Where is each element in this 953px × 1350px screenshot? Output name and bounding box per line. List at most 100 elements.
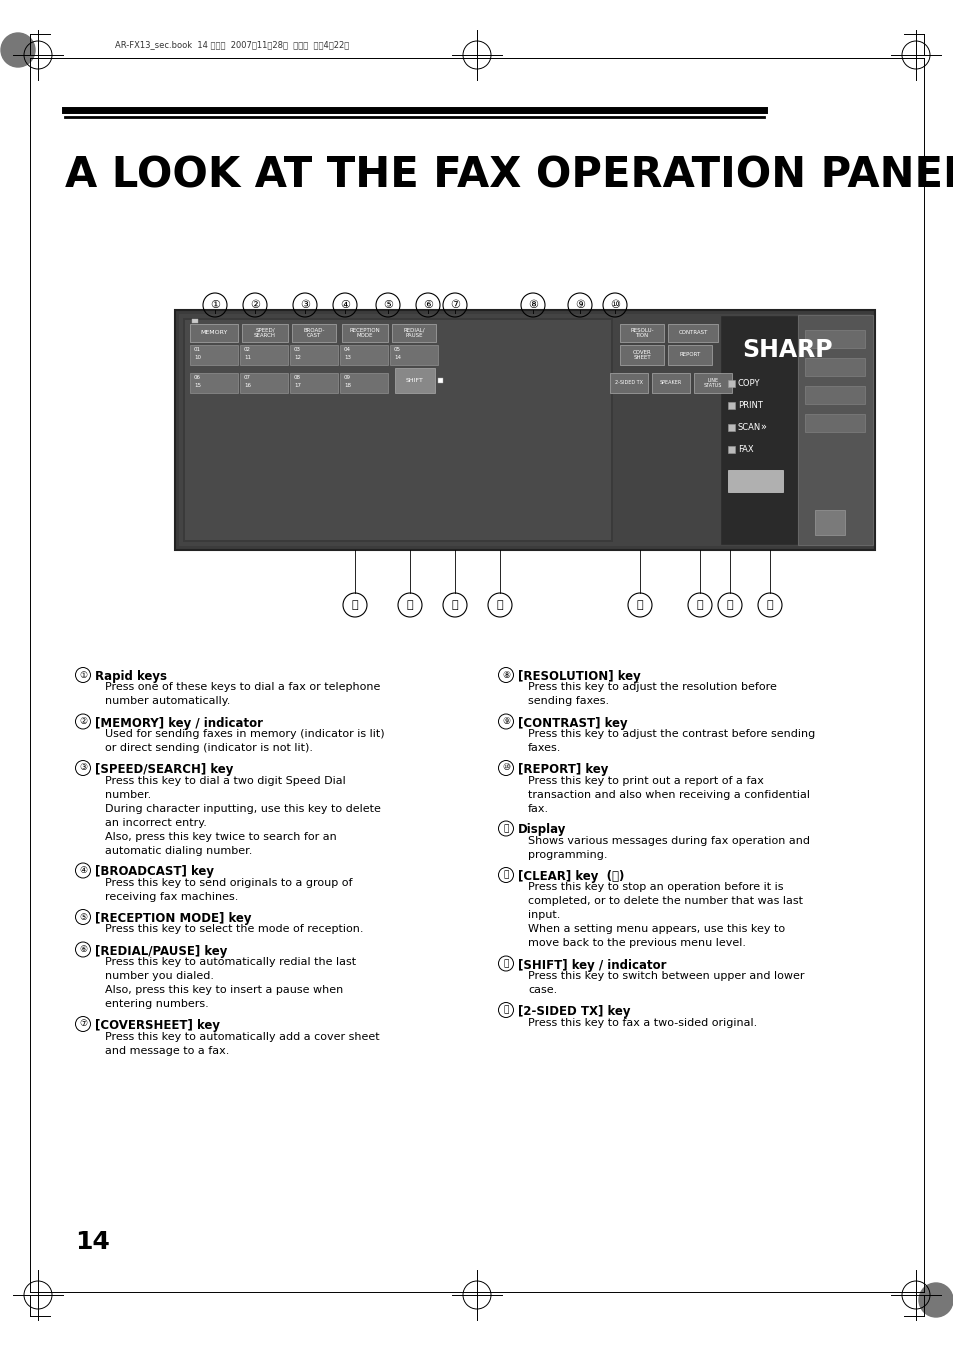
Bar — [339, 346, 388, 365]
Bar — [339, 373, 388, 393]
Text: 02: 02 — [244, 347, 251, 352]
Bar — [651, 373, 689, 393]
Bar — [242, 324, 288, 342]
Text: 03: 03 — [294, 347, 301, 352]
Text: When a setting menu appears, use this key to: When a setting menu appears, use this ke… — [527, 925, 784, 934]
Bar — [437, 378, 442, 383]
Text: 04: 04 — [344, 347, 351, 352]
Bar — [667, 324, 718, 342]
Bar — [727, 446, 734, 454]
Text: BROAD-
CAST: BROAD- CAST — [303, 328, 324, 339]
Text: Press this key to adjust the resolution before: Press this key to adjust the resolution … — [527, 683, 776, 693]
Text: SHIFT: SHIFT — [406, 378, 423, 383]
Text: During character inputting, use this key to delete: During character inputting, use this key… — [105, 803, 380, 814]
Text: ⑨: ⑨ — [501, 717, 510, 726]
Circle shape — [918, 1282, 952, 1318]
Text: number.: number. — [105, 790, 152, 799]
Text: ⑩: ⑩ — [501, 764, 510, 772]
Text: SHARP: SHARP — [741, 338, 832, 362]
Text: ⑱: ⑱ — [696, 599, 702, 610]
Text: ⑥: ⑥ — [79, 945, 87, 954]
Text: LINE
STATUS: LINE STATUS — [703, 378, 721, 389]
Text: fax.: fax. — [527, 803, 549, 814]
Bar — [392, 324, 436, 342]
Text: SPEAKER: SPEAKER — [659, 381, 681, 386]
Text: 06: 06 — [193, 375, 201, 379]
Text: A LOOK AT THE FAX OPERATION PANEL: A LOOK AT THE FAX OPERATION PANEL — [65, 155, 953, 197]
Text: 15: 15 — [193, 383, 201, 387]
Text: ⑦: ⑦ — [79, 1019, 87, 1029]
Text: ⑦: ⑦ — [450, 300, 459, 310]
Bar — [804, 414, 864, 432]
Text: move back to the previous menu level.: move back to the previous menu level. — [527, 938, 745, 949]
Text: 01: 01 — [193, 347, 201, 352]
Text: Also, press this key twice to search for an: Also, press this key twice to search for… — [105, 832, 336, 841]
Text: AR-FX13_sec.book  14 ページ  2007年11月28日  水曜日  午後4時22分: AR-FX13_sec.book 14 ページ 2007年11月28日 水曜日 … — [115, 40, 349, 50]
Text: SPEED/
SEARCH: SPEED/ SEARCH — [253, 328, 275, 339]
Text: ⑯: ⑯ — [497, 599, 503, 610]
Text: completed, or to delete the number that was last: completed, or to delete the number that … — [527, 896, 802, 906]
Bar — [693, 373, 731, 393]
Text: ⑨: ⑨ — [575, 300, 584, 310]
Text: Press this key to adjust the contrast before sending: Press this key to adjust the contrast be… — [527, 729, 815, 738]
Text: Press this key to dial a two digit Speed Dial: Press this key to dial a two digit Speed… — [105, 775, 345, 786]
Text: 09: 09 — [344, 375, 351, 379]
Text: Press this key to automatically add a cover sheet: Press this key to automatically add a co… — [105, 1031, 379, 1041]
Text: CONTRAST: CONTRAST — [678, 331, 707, 336]
Bar — [190, 346, 237, 365]
Text: ⑭: ⑭ — [503, 1006, 508, 1014]
Text: 13: 13 — [344, 355, 351, 360]
Bar — [720, 315, 869, 545]
Bar — [174, 310, 874, 549]
Bar — [619, 346, 663, 365]
Bar — [804, 386, 864, 404]
Text: [SHIFT] key / indicator: [SHIFT] key / indicator — [517, 958, 666, 972]
Bar — [797, 315, 872, 545]
Text: and message to a fax.: and message to a fax. — [105, 1045, 229, 1056]
Text: 08: 08 — [294, 375, 301, 379]
Text: RESOLU-
TION: RESOLU- TION — [630, 328, 653, 339]
Text: automatic dialing number.: automatic dialing number. — [105, 845, 253, 856]
Circle shape — [1, 32, 35, 68]
Bar — [804, 329, 864, 348]
Text: ④: ④ — [339, 300, 350, 310]
Text: ②: ② — [79, 717, 87, 726]
Text: »: » — [760, 423, 765, 432]
Text: [BROADCAST] key: [BROADCAST] key — [95, 865, 213, 879]
Text: Press this key to select the mode of reception.: Press this key to select the mode of rec… — [105, 925, 363, 934]
Text: ⑪: ⑪ — [503, 824, 508, 833]
Bar — [667, 346, 711, 365]
Text: 14: 14 — [394, 355, 400, 360]
Bar — [727, 424, 734, 431]
Bar — [290, 346, 337, 365]
Text: [RESOLUTION] key: [RESOLUTION] key — [517, 670, 640, 683]
Bar — [814, 510, 844, 535]
Bar — [185, 320, 610, 540]
Text: Rapid keys: Rapid keys — [95, 670, 167, 683]
Text: ③: ③ — [299, 300, 310, 310]
Text: or direct sending (indicator is not lit).: or direct sending (indicator is not lit)… — [105, 743, 313, 753]
Bar — [727, 379, 734, 387]
Text: 10: 10 — [193, 355, 201, 360]
Bar — [183, 319, 613, 541]
Text: ⑬: ⑬ — [503, 958, 508, 968]
Text: ⑰: ⑰ — [636, 599, 642, 610]
Bar — [190, 324, 237, 342]
Bar — [292, 324, 335, 342]
Text: 05: 05 — [394, 347, 400, 352]
Text: Also, press this key to insert a pause when: Also, press this key to insert a pause w… — [105, 986, 343, 995]
Text: ⑥: ⑥ — [422, 300, 433, 310]
Text: case.: case. — [527, 986, 557, 995]
Text: 18: 18 — [344, 383, 351, 387]
Bar — [727, 470, 782, 491]
Text: 11: 11 — [244, 355, 251, 360]
Text: number automatically.: number automatically. — [105, 697, 230, 706]
Text: ⑤: ⑤ — [382, 300, 393, 310]
Text: Press this key to send originals to a group of: Press this key to send originals to a gr… — [105, 878, 352, 888]
Text: [CLEAR] key  (ⓣ): [CLEAR] key (ⓣ) — [517, 869, 623, 883]
Text: PRINT: PRINT — [738, 401, 762, 409]
Text: ②: ② — [250, 300, 260, 310]
Text: ⑧: ⑧ — [527, 300, 537, 310]
Text: Press this key to fax a two-sided original.: Press this key to fax a two-sided origin… — [527, 1018, 757, 1027]
Bar — [341, 324, 388, 342]
